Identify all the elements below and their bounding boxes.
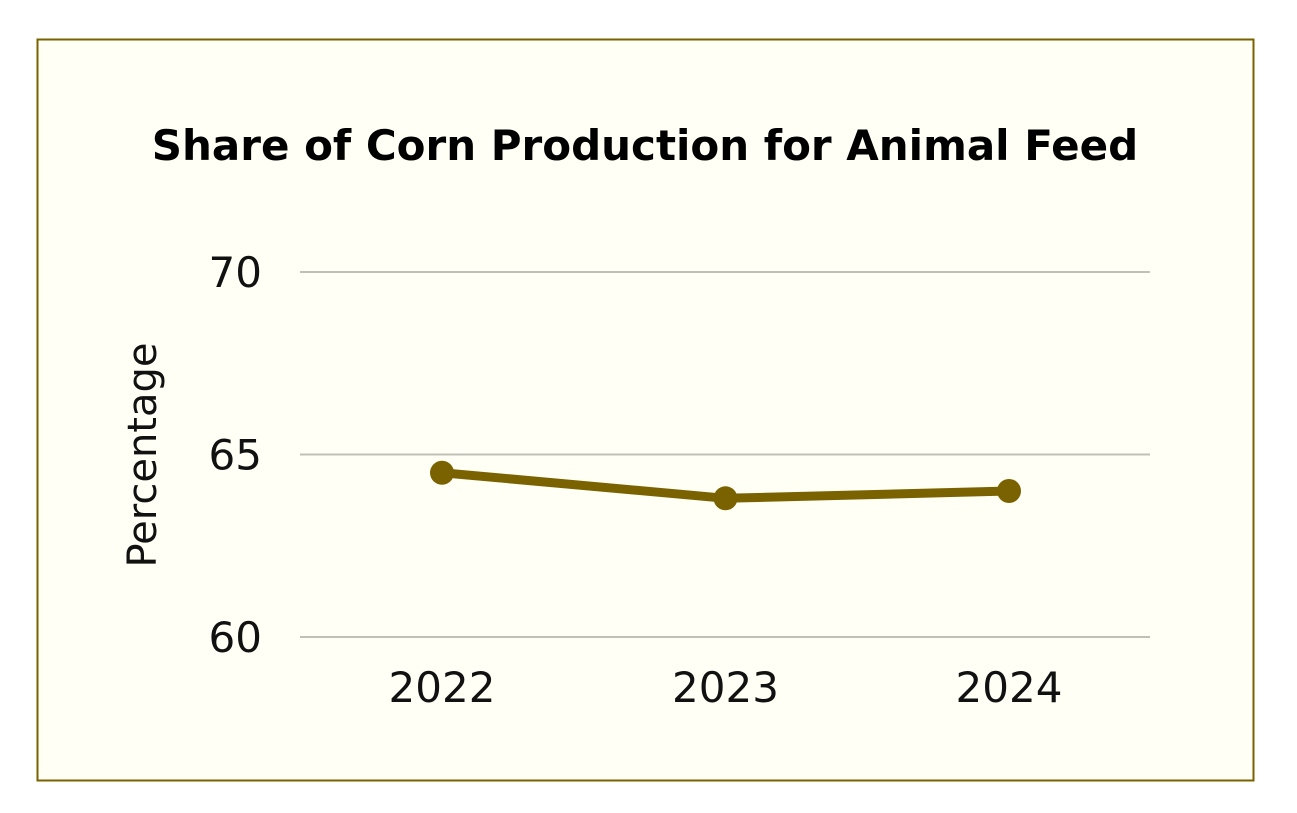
- y-tick-label: 65: [209, 431, 262, 480]
- y-tick-label: 60: [209, 613, 262, 662]
- y-tick-label: 70: [209, 248, 262, 297]
- chart-frame: [36, 38, 1255, 782]
- data-point-2024: [997, 479, 1021, 503]
- x-tick-label: 2023: [672, 663, 779, 712]
- x-tick-label: 2024: [956, 663, 1063, 712]
- x-tick-label: 2022: [389, 663, 496, 712]
- y-axis-label: Percentage: [120, 342, 166, 567]
- data-point-2023: [713, 486, 738, 511]
- data-point-2022: [430, 460, 454, 485]
- chart-title: Share of Corn Production for Animal Feed: [152, 121, 1138, 170]
